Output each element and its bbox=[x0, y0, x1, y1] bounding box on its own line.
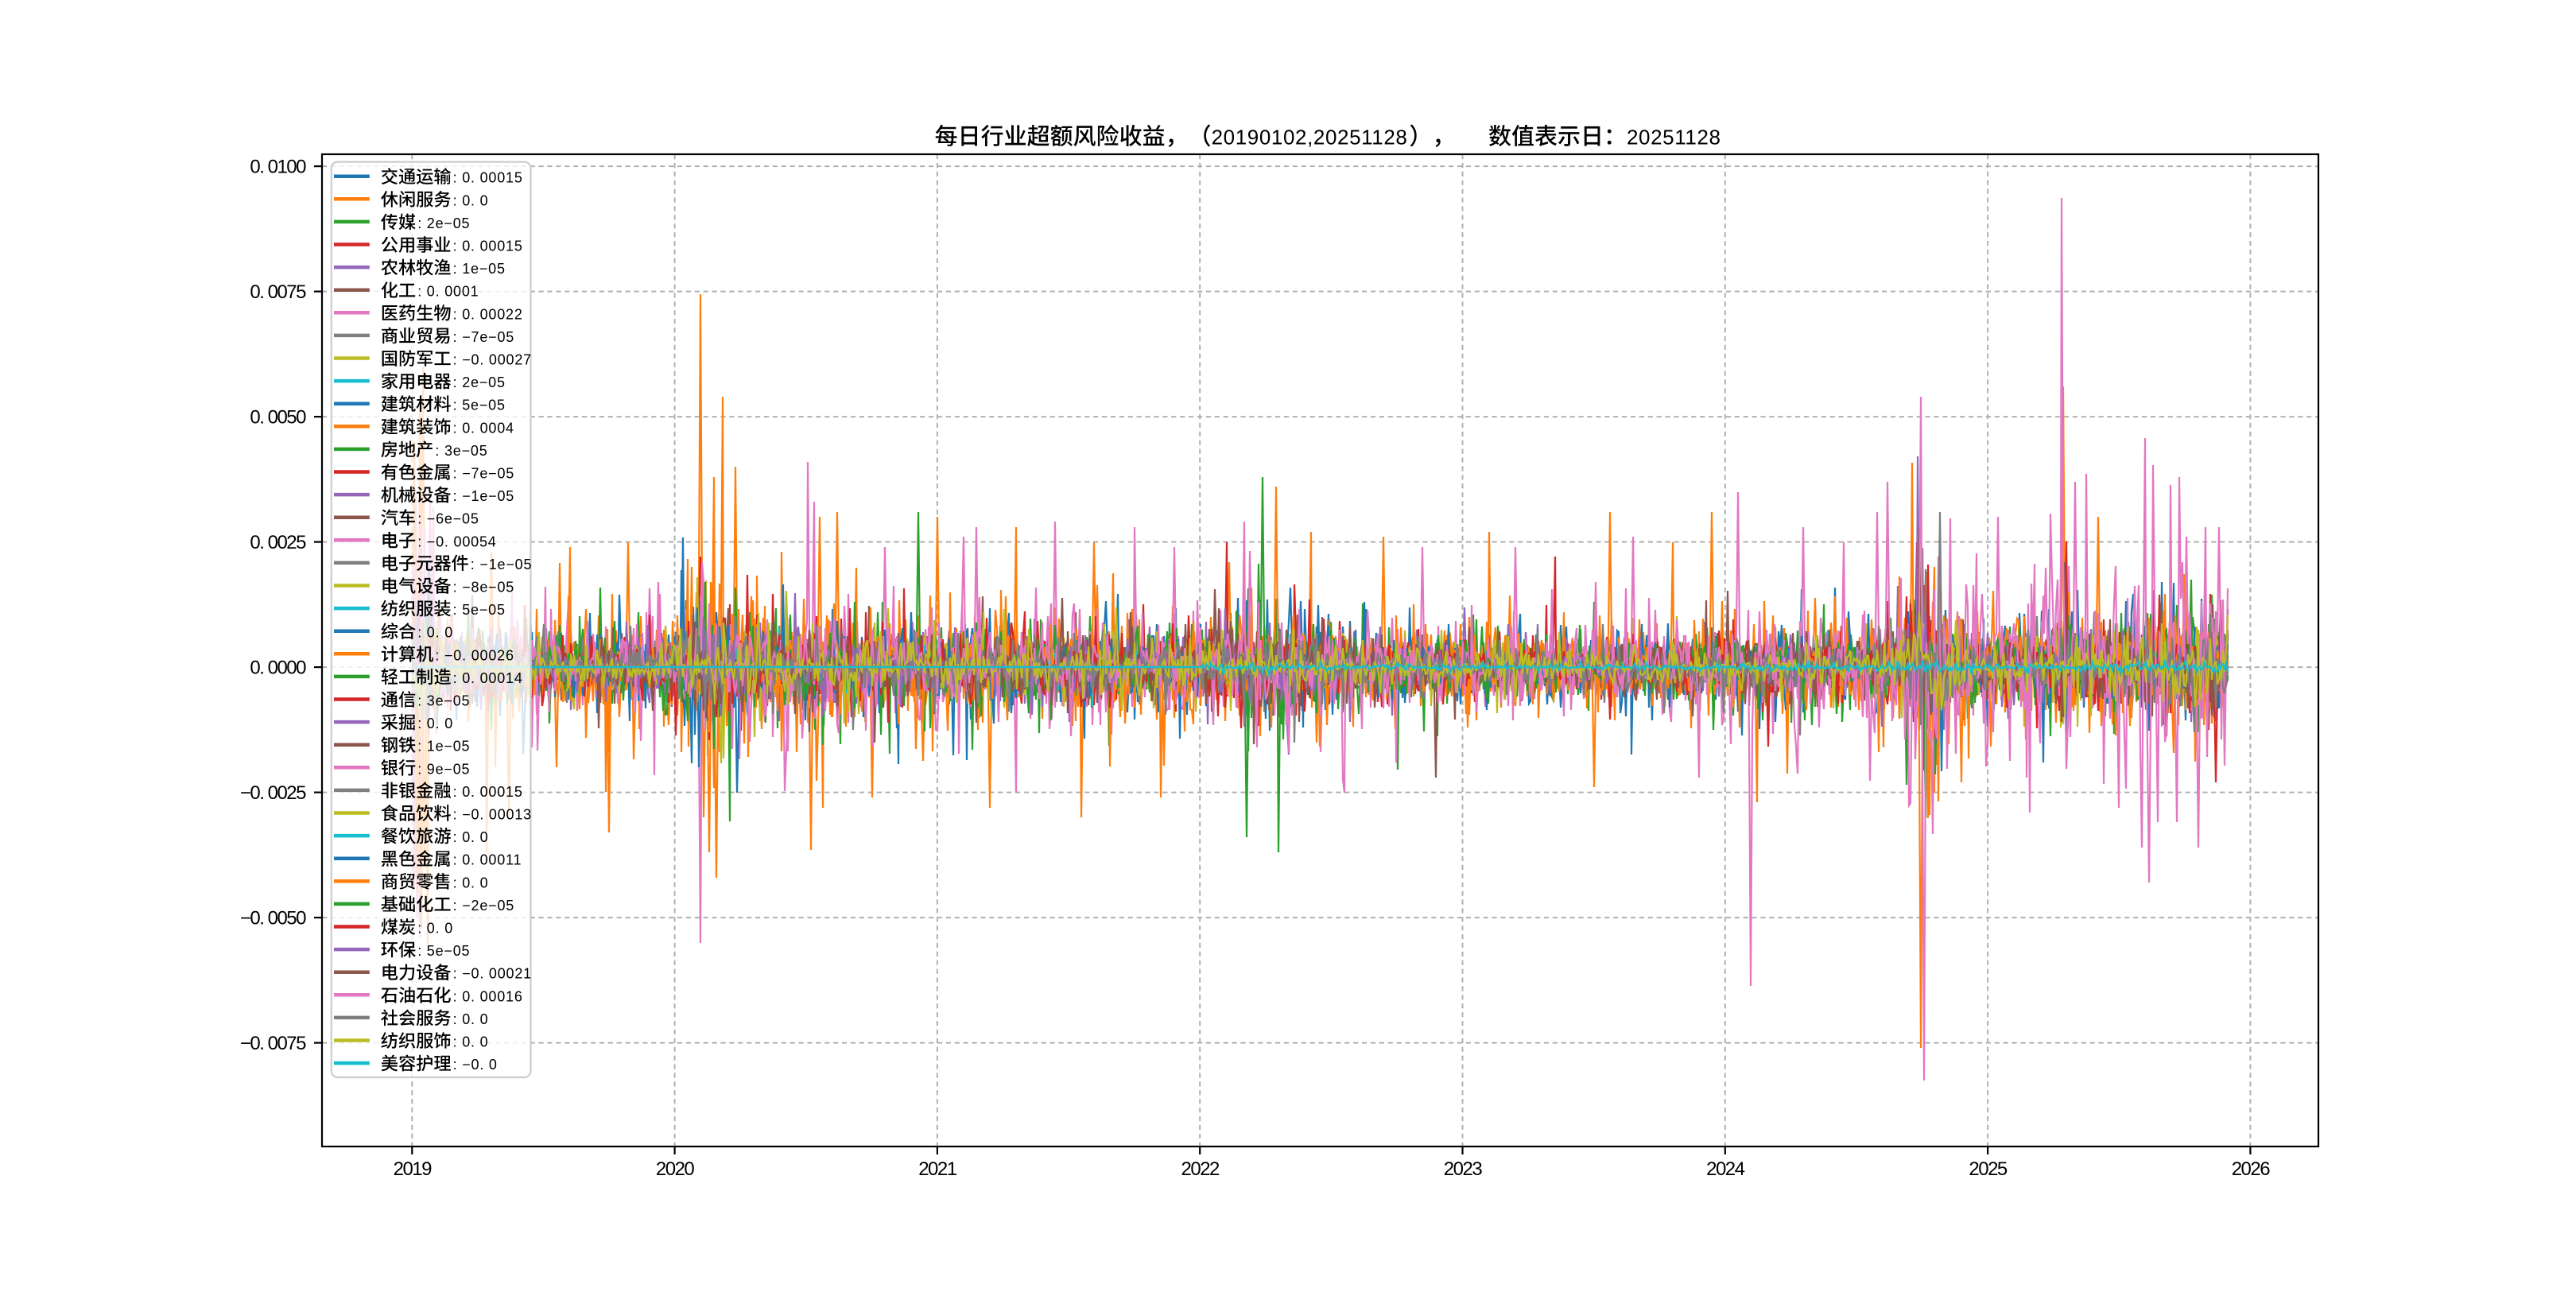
svg-text:2019: 2019 bbox=[394, 1158, 433, 1180]
svg-text:: −2e−05: : −2e−05 bbox=[453, 898, 514, 914]
svg-text:: −0. 00054: : −0. 00054 bbox=[417, 533, 496, 549]
svg-text:2025: 2025 bbox=[1969, 1158, 2008, 1180]
svg-text:: 0. 00014: : 0. 00014 bbox=[453, 670, 523, 686]
svg-text:2021: 2021 bbox=[918, 1158, 957, 1180]
svg-text:−0. 0050: −0. 0050 bbox=[240, 908, 306, 929]
svg-text:: −7e−05: : −7e−05 bbox=[453, 329, 514, 345]
svg-text:: 1e−05: : 1e−05 bbox=[417, 739, 470, 755]
svg-text:: 0. 0004: : 0. 0004 bbox=[453, 420, 514, 436]
svg-text:: −8e−05: : −8e−05 bbox=[453, 580, 514, 596]
svg-text:2023: 2023 bbox=[1444, 1158, 1483, 1180]
svg-text:: −1e−05: : −1e−05 bbox=[453, 488, 514, 504]
svg-text:: 3e−05: : 3e−05 bbox=[435, 443, 487, 459]
svg-text:20251128: 20251128 bbox=[1627, 126, 1721, 149]
svg-text:2026: 2026 bbox=[2232, 1158, 2271, 1180]
svg-text:2022: 2022 bbox=[1181, 1158, 1220, 1180]
svg-text:: −6e−05: : −6e−05 bbox=[417, 511, 479, 527]
svg-text:0. 0100: 0. 0100 bbox=[250, 157, 306, 178]
svg-text:: 0. 0: : 0. 0 bbox=[453, 192, 489, 208]
svg-text:: 0. 0: : 0. 0 bbox=[417, 921, 453, 937]
svg-text:2024: 2024 bbox=[1706, 1158, 1745, 1180]
svg-text:0. 0075: 0. 0075 bbox=[250, 281, 306, 303]
svg-text:: 2e−05: : 2e−05 bbox=[453, 374, 506, 390]
svg-text:: 0. 0: : 0. 0 bbox=[453, 829, 489, 845]
svg-text:0. 0025: 0. 0025 bbox=[250, 532, 306, 553]
svg-text:: −1e−05: : −1e−05 bbox=[471, 557, 532, 572]
svg-text:: 1e−05: : 1e−05 bbox=[453, 261, 506, 277]
svg-text:: 0. 0: : 0. 0 bbox=[453, 875, 489, 890]
svg-text:: 0. 0: : 0. 0 bbox=[417, 625, 453, 641]
svg-text:0. 0050: 0. 0050 bbox=[250, 407, 306, 429]
svg-text:20190102,20251128: 20190102,20251128 bbox=[1212, 126, 1408, 149]
svg-text:: 0. 0: : 0. 0 bbox=[453, 1011, 489, 1027]
svg-text:: −0. 0: : −0. 0 bbox=[453, 1057, 498, 1073]
svg-text:: −7e−05: : −7e−05 bbox=[453, 466, 514, 482]
svg-text:: −0. 00027: : −0. 00027 bbox=[453, 352, 532, 368]
svg-text:: 0. 00015: : 0. 00015 bbox=[453, 784, 523, 800]
svg-text:: 9e−05: : 9e−05 bbox=[417, 761, 470, 777]
svg-text:: 3e−05: : 3e−05 bbox=[417, 693, 470, 709]
svg-text:: 0. 0: : 0. 0 bbox=[417, 716, 453, 731]
svg-text:: 5e−05: : 5e−05 bbox=[417, 943, 470, 959]
svg-text:: −0. 00026: : −0. 00026 bbox=[435, 647, 514, 663]
svg-text:: 0. 00022: : 0. 00022 bbox=[453, 306, 523, 322]
svg-text:: 0. 00015: : 0. 00015 bbox=[453, 239, 523, 254]
svg-text:: −0. 00021: : −0. 00021 bbox=[453, 966, 532, 982]
svg-text:: 0. 00011: : 0. 00011 bbox=[453, 852, 522, 868]
svg-text:: 0. 0: : 0. 0 bbox=[453, 1034, 489, 1050]
svg-text:: 5e−05: : 5e−05 bbox=[453, 398, 506, 413]
svg-text:−0. 0025: −0. 0025 bbox=[240, 782, 306, 804]
svg-text:: 0. 0001: : 0. 0001 bbox=[417, 284, 479, 300]
svg-text:: 0. 00015: : 0. 00015 bbox=[453, 170, 523, 186]
svg-text:−0. 0075: −0. 0075 bbox=[240, 1033, 306, 1054]
svg-text:: 2e−05: : 2e−05 bbox=[417, 215, 470, 231]
svg-text:: 0. 00016: : 0. 00016 bbox=[453, 988, 523, 1004]
svg-text:2020: 2020 bbox=[656, 1158, 695, 1180]
svg-text:: 5e−05: : 5e−05 bbox=[453, 602, 506, 618]
svg-text:0. 0000: 0. 0000 bbox=[250, 658, 306, 679]
svg-text:: −0. 00013: : −0. 00013 bbox=[453, 807, 532, 823]
